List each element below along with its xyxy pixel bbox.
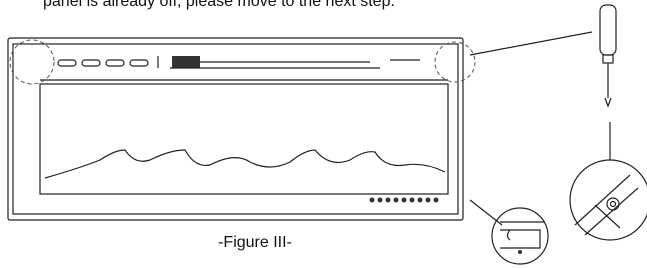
fireplace-outline	[8, 38, 463, 220]
page: {"instruction_text": "panel is already o…	[0, 0, 647, 268]
fireplace-frame	[13, 44, 458, 214]
flame-outline	[45, 150, 445, 178]
caption: -Figure III-	[218, 234, 292, 251]
detail-bracket	[492, 208, 548, 264]
leader-line	[470, 200, 502, 225]
screen	[40, 84, 448, 194]
screw-highlight-left	[10, 40, 54, 84]
instruction-text: panel is already off, please move to the…	[43, 0, 395, 10]
screw-highlight-right	[435, 42, 475, 82]
control-strip	[58, 56, 420, 68]
detail-screw	[570, 160, 647, 240]
leader-line	[470, 32, 592, 55]
screwdriver	[600, 5, 616, 106]
button-dots	[370, 198, 439, 203]
figure: panel is already off, please move to the…	[0, 0, 647, 268]
